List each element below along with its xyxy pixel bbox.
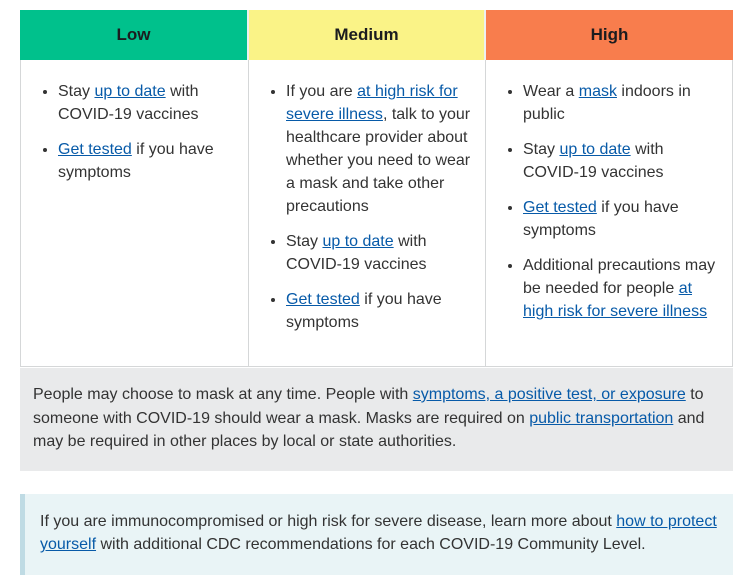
header-cell-high: High	[484, 10, 733, 60]
levels-body-row: Stay up to date with COVID-19 vaccines Ge…	[20, 60, 733, 367]
bullet-item: Wear a mask indoors in public	[523, 80, 722, 126]
bullet-item: Stay up to date with COVID-19 vaccines	[286, 230, 473, 276]
link-public-transportation[interactable]: public transportation	[529, 409, 674, 427]
bullet-item: Get tested if you have symptoms	[58, 138, 236, 184]
link-up-to-date[interactable]: up to date	[94, 83, 166, 100]
header-cell-low: Low	[20, 10, 247, 60]
link-symptoms-a-positive-test-or-exposure[interactable]: symptoms, a positive test, or exposure	[412, 386, 686, 403]
bullet-item: Stay up to date with COVID-19 vaccines	[523, 138, 722, 184]
body-cell-low: Stay up to date with COVID-19 vaccines Ge…	[21, 60, 248, 366]
body-cell-high: Wear a mask indoors in public Stay up to …	[485, 60, 734, 366]
bullet-item: If you are at high risk for severe illne…	[286, 80, 473, 218]
header-cell-medium: Medium	[247, 10, 484, 60]
community-levels-table: Low Medium High Stay up to date with COV…	[20, 10, 733, 367]
link-at-high-risk-for-severe-illness[interactable]: at high risk for severe illness	[286, 83, 458, 123]
mask-guidance-note: People may choose to mask at any time. P…	[20, 368, 733, 471]
bullet-list-low: Stay up to date with COVID-19 vaccines Ge…	[21, 80, 236, 184]
link-mask[interactable]: mask	[578, 83, 617, 100]
link-up-to-date[interactable]: up to date	[559, 141, 631, 158]
bullet-list-medium: If you are at high risk for severe illne…	[249, 80, 473, 334]
link-get-tested[interactable]: Get tested	[523, 199, 597, 216]
bullet-list-high: Wear a mask indoors in public Stay up to …	[486, 80, 722, 323]
link-get-tested[interactable]: Get tested	[286, 291, 360, 308]
link-get-tested[interactable]: Get tested	[58, 141, 132, 158]
body-cell-medium: If you are at high risk for severe illne…	[248, 60, 485, 366]
bullet-item: Stay up to date with COVID-19 vaccines	[58, 80, 236, 126]
bullet-item: Get tested if you have symptoms	[286, 288, 473, 334]
bullet-item: Get tested if you have symptoms	[523, 196, 722, 242]
immunocompromised-note: If you are immunocompromised or high ris…	[20, 493, 733, 575]
bullet-item: Additional precautions may be needed for…	[523, 254, 722, 323]
link-at-high-risk-for-severe-illness[interactable]: at high risk for severe illness	[523, 280, 708, 320]
link-up-to-date[interactable]: up to date	[322, 233, 394, 250]
levels-header-row: Low Medium High	[20, 10, 733, 60]
link-how-to-protect-yourself[interactable]: how to protect yourself	[40, 512, 717, 554]
